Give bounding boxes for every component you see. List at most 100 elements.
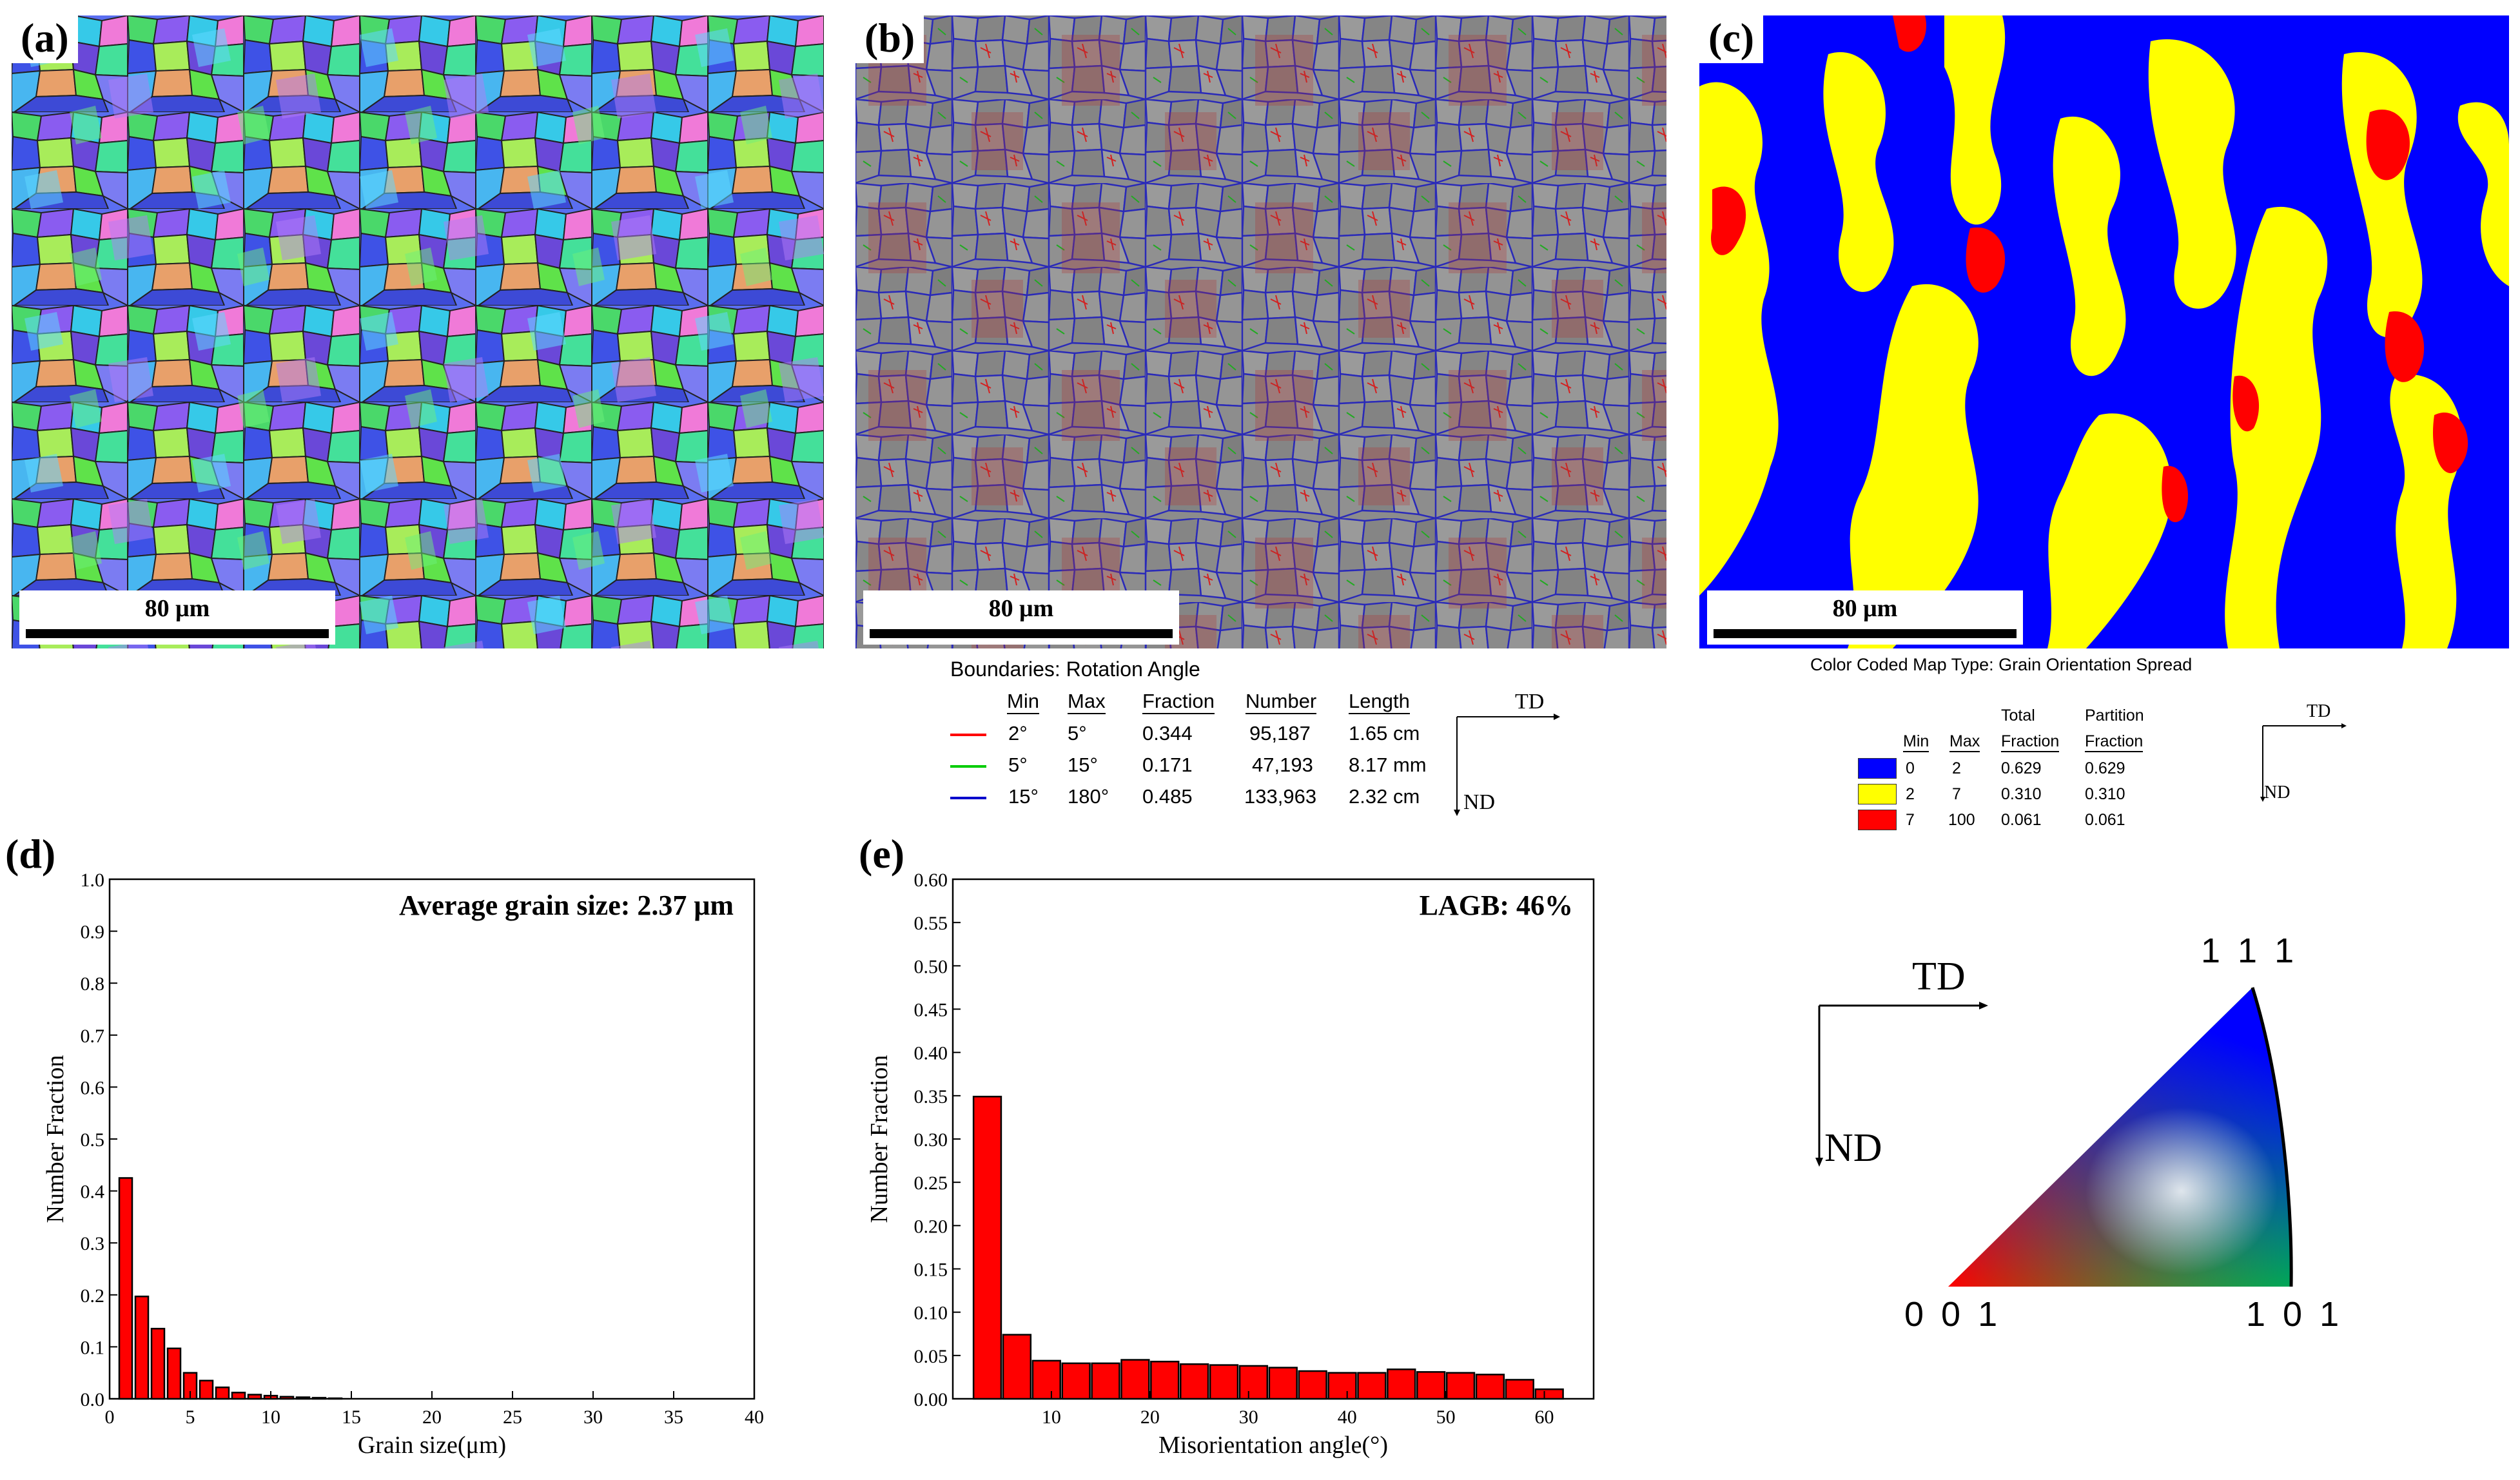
chart-e-xtick-label: 50 [1436,1407,1456,1428]
boundary-row-2-length: 8.17 mm [1349,754,1427,776]
gos-row-2-partition: 0.310 [2085,785,2125,803]
chart-e-bar [1298,1370,1327,1400]
ipf-color-triangle [1948,987,2293,1287]
boundary-row-1-min: 2° [1008,722,1028,745]
chart-e-bar [1150,1360,1180,1400]
gos-header-min: Min [1903,732,1929,752]
chart-d-bar [279,1396,295,1400]
boundary-row-1-number: 95,187 [1249,722,1311,745]
panel-e-label: (e) [859,831,905,877]
chart-e-ytick-label: 0.15 [914,1260,948,1281]
chart-e-bar [972,1095,1002,1400]
boundary-row-3-length: 2.32 cm [1349,785,1420,808]
chart-d-ytick-label: 0.8 [81,973,105,995]
panel-b-label: (b) [855,15,924,64]
boundaries-header-min: Min [1007,690,1039,714]
gos-header-partition-line1: Partition [2085,706,2144,725]
chart-d-bar [150,1327,166,1400]
gos-row-1-min: 0 [1906,759,1915,777]
chart-d-ytick-label: 0.1 [81,1337,105,1358]
chart-d-bar [247,1394,262,1400]
chart-e-bar [1031,1359,1061,1400]
ipf-corner-001: 0 0 1 [1904,1295,2002,1334]
chart-e-ytick-label: 0.05 [914,1346,948,1367]
panel-b-scale-bar: 80 μm [863,590,1179,645]
gos-axes-icon [2260,723,2347,802]
misorientation-histogram: 0.00 0.05 0.10 0.15 0.20 0.25 0.30 0.35 0.40 0.45… [866,870,1595,1459]
chart-d-xlabel: Grain size(μm) [358,1432,506,1459]
panel-a-scale-text: 80 μm [144,595,210,622]
gos-swatch-blue [1858,758,1897,779]
boundary-row-2-number: 47,193 [1252,754,1313,776]
panel-a-label: (a) [12,15,78,64]
gos-row-1-total: 0.629 [2001,759,2042,777]
chart-e-bar [1505,1379,1534,1400]
grain-size-histogram: 0.0 0.1 0.2 0.3 0.4 0.5 0.6 0.7 0.8 0.9 1.0 0 5 10 15 2… [42,870,764,1459]
chart-e-bar [1327,1372,1357,1400]
panel-c-gos-map: (c) 80 μm [1699,15,2509,648]
gos-row-2-total: 0.310 [2001,785,2042,803]
chart-e-bar [1534,1388,1564,1400]
chart-d-ytick-label: 0.3 [81,1233,105,1254]
panel-c-label: (c) [1699,15,1764,64]
gos-header-total-fraction: Fraction [2001,732,2060,752]
boundary-swatch-green [950,765,986,768]
chart-e-ytick-label: 0.40 [914,1043,948,1064]
chart-d-ylabel: Number Fraction [42,1055,69,1223]
boundary-swatch-red [950,734,986,736]
gos-row-3-total: 0.061 [2001,811,2042,829]
chart-e-ytick-label: 0.45 [914,1000,948,1021]
chart-e-bar [1002,1334,1032,1400]
gos-row-3-max: 100 [1948,811,1975,829]
panel-d-label: (d) [5,831,56,877]
boundaries-legend-title: Boundaries: Rotation Angle [950,657,1200,681]
chart-e-ytick-label: 0.00 [914,1389,948,1410]
chart-e-xtick-label: 20 [1140,1407,1160,1428]
chart-d-bar [327,1397,343,1400]
gos-swatch-yellow [1858,784,1897,804]
chart-e-ytick-label: 0.50 [914,956,948,977]
gos-legend-title: Color Coded Map Type: Grain Orientation … [1810,655,2193,674]
chart-e-annotation: LAGB: 46% [1420,890,1573,921]
ipf-corner-111: 1 1 1 [2201,931,2298,970]
chart-d-xtick-label: 20 [422,1407,442,1428]
boundary-map-image [855,15,1666,648]
gos-row-3-partition: 0.061 [2085,811,2125,829]
chart-d-ytick-label: 0.6 [81,1077,105,1098]
chart-e-bar [1120,1359,1150,1400]
panel-a-scale-bar: 80 μm [19,590,335,645]
boundaries-header-max: Max [1068,690,1106,714]
gos-row-1-partition: 0.629 [2085,759,2125,777]
gos-map-image [1699,15,2509,648]
chart-e-frame [952,878,1595,1400]
gos-td-label: TD [2307,701,2331,721]
ipf-map-image [12,15,824,648]
chart-e-xtick-label: 10 [1042,1407,1061,1428]
chart-e-ytick-label: 0.55 [914,913,948,934]
panel-a-ipf-map: (a) 80 μm [12,15,824,648]
chart-e-bar [1475,1374,1505,1400]
chart-e-bar [1416,1371,1446,1400]
panel-b-boundary-map: (b) 80 μm [855,15,1666,648]
boundary-row-3-number: 133,963 [1244,785,1317,808]
ipf-td-label: TD [1912,955,1966,998]
boundaries-header-number: Number [1245,690,1317,714]
chart-d-xtick-label: 25 [503,1407,522,1428]
ipf-key-axes-icon [1815,1002,1988,1167]
boundary-row-1-max: 5° [1068,722,1087,745]
panel-b-scale-text: 80 μm [988,595,1054,622]
chart-e-bar [1445,1372,1476,1400]
chart-e-ytick-label: 0.30 [914,1129,948,1151]
chart-e-bar [1091,1362,1120,1400]
chart-e-ytick-label: 0.35 [914,1086,948,1107]
chart-d-bar [199,1379,214,1400]
chart-e-bar [1387,1368,1416,1400]
gos-row-3-min: 7 [1906,811,1915,829]
boundary-row-2-min: 5° [1008,754,1028,776]
chart-e-xlabel: Misorientation angle(°) [1158,1432,1388,1459]
boundaries-nd-label: ND [1463,790,1496,814]
boundaries-axes-icon [1454,714,1560,816]
panel-c-scale-line [1714,629,2017,638]
chart-d-xtick-label: 30 [583,1407,603,1428]
boundaries-header-length: Length [1349,690,1410,714]
